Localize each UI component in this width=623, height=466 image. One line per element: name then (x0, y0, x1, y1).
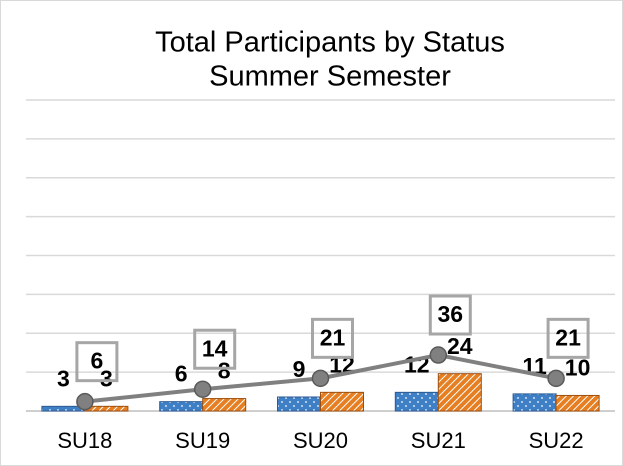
value-box (193, 328, 237, 370)
bar-value-label: 3 (100, 365, 113, 391)
x-tick-label: SU18 (57, 428, 112, 453)
bar (394, 391, 439, 412)
line-value-label: 14 (202, 335, 228, 361)
line-marker (76, 392, 94, 411)
x-tick-label: SU21 (411, 428, 466, 453)
line-marker (311, 369, 330, 388)
bar (555, 394, 600, 412)
chart-subtitle: Summer Semester (209, 61, 451, 93)
x-tick-label: SU20 (293, 428, 348, 453)
line-marker (429, 346, 448, 364)
bar-value-label: 3 (57, 365, 70, 391)
bar (437, 373, 482, 412)
bar-value-label: 24 (447, 333, 473, 359)
bar-value-label: 6 (175, 361, 188, 387)
line-value-label: 21 (555, 324, 581, 350)
bar-value-label: 9 (293, 356, 306, 382)
x-tick-label: SU22 (529, 428, 584, 453)
line-value-label: 6 (91, 348, 104, 374)
x-tick-label: SU19 (175, 428, 230, 453)
bar-value-label: 12 (404, 351, 430, 377)
chart-title: Total Participants by Status (155, 27, 505, 59)
bar-value-label: 8 (218, 358, 231, 384)
line-marker (193, 380, 212, 398)
bar-value-label: 10 (565, 355, 591, 381)
line-value-label: 36 (438, 301, 464, 327)
value-box (75, 341, 119, 383)
value-box (428, 294, 472, 336)
bar (277, 396, 321, 412)
value-box (546, 317, 590, 359)
bar (202, 398, 247, 412)
value-box (311, 317, 354, 359)
bar (320, 391, 364, 412)
line-value-label: 21 (320, 324, 346, 350)
bar (512, 393, 557, 412)
bar (159, 401, 204, 412)
line-marker (547, 369, 565, 388)
